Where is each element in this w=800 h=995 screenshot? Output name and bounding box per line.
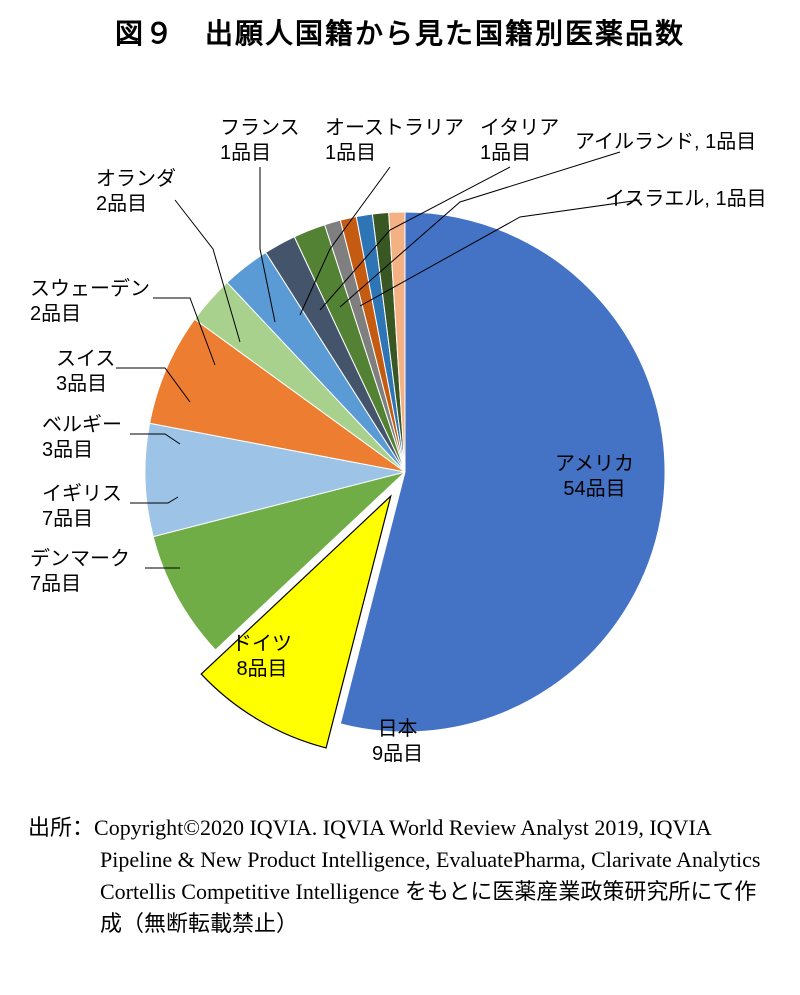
slice-label-オーストラリア: オーストラリア 1品目 <box>325 116 464 166</box>
source-note: 出所：Copyright©2020 IQVIA. IQVIA World Rev… <box>0 812 800 940</box>
chart-title: 図９ 出願人国籍から見た国籍別医薬品数 <box>0 0 800 52</box>
slice-label-イスラエル: イスラエル, 1品目 <box>605 187 767 212</box>
slice-label-デンマーク: デンマーク 7品目 <box>30 547 130 597</box>
pie-chart: アメリカ 54品目日本 9品目 ドイツ 8品目 デンマーク 7品目イギリス 7品目ベ… <box>0 52 800 812</box>
slice-label-日本: 日本 9品目 <box>372 717 423 767</box>
source-text: Copyright©2020 IQVIA. IQVIA World Review… <box>94 815 760 936</box>
slice-label-イタリア: イタリア 1品目 <box>480 116 559 166</box>
slice-label-スイス: スイス 3品目 <box>56 347 115 397</box>
slice-label-スウェーデン: スウェーデン 2品目 <box>30 277 150 327</box>
source-label: 出所： <box>28 815 94 840</box>
slice-label-アイルランド: アイルランド, 1品目 <box>575 130 756 155</box>
slice-label-アメリカ: アメリカ 54品目 <box>555 452 634 502</box>
slice-label-オランダ: オランダ 2品目 <box>96 167 176 217</box>
slice-label-ベルギー: ベルギー 3品目 <box>42 413 122 463</box>
slice-label-フランス: フランス 1品目 <box>220 116 300 166</box>
slice-label-イギリス: イギリス 7品目 <box>42 482 122 532</box>
slice-label-ドイツ: ドイツ 8品目 <box>232 632 292 682</box>
